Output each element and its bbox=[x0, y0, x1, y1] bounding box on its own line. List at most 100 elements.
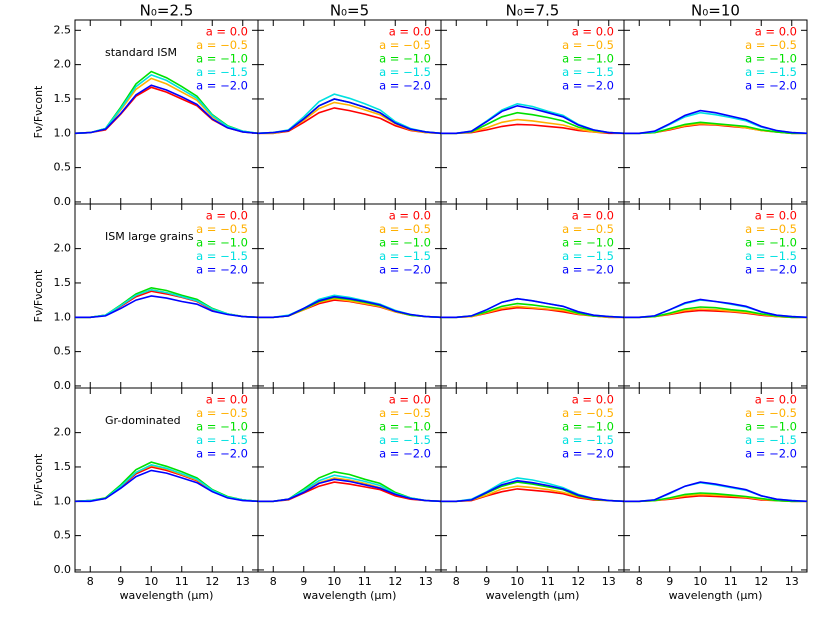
legend-entry: a = −0.5 bbox=[196, 222, 248, 236]
y-tick-label: 1.0 bbox=[54, 126, 72, 139]
legend-entry: a = −2.0 bbox=[745, 79, 797, 93]
x-tick-label: 13 bbox=[785, 575, 799, 588]
legend-entry: a = −1.0 bbox=[196, 420, 248, 434]
panel-title: N₀=5 bbox=[330, 2, 369, 20]
y-tick-label: 2.0 bbox=[54, 58, 72, 71]
legend-entry: a = −1.5 bbox=[745, 433, 797, 447]
series-line bbox=[624, 481, 808, 503]
y-tick-label: 0.5 bbox=[54, 161, 72, 174]
series-line bbox=[257, 98, 442, 135]
x-tick-label: 9 bbox=[483, 575, 490, 588]
y-axis-label: Fν/Fνcont bbox=[32, 269, 45, 322]
legend-entry: a = 0.0 bbox=[755, 209, 797, 223]
legend-entry: a = −1.5 bbox=[379, 433, 431, 447]
legend-entry: a = −1.0 bbox=[196, 236, 248, 250]
y-tick-label: 0.5 bbox=[54, 345, 72, 358]
y-tick-label: 0.5 bbox=[54, 529, 72, 542]
legend-entry: a = −0.5 bbox=[196, 406, 248, 420]
legend-entry: a = 0.0 bbox=[389, 25, 431, 39]
series-line bbox=[624, 481, 808, 503]
y-tick-label: 0.0 bbox=[54, 563, 72, 576]
legend-entry: a = −1.0 bbox=[562, 52, 614, 66]
legend-entry: a = −2.0 bbox=[745, 263, 797, 277]
y-tick-label: 1.5 bbox=[54, 276, 72, 289]
series-line bbox=[441, 297, 625, 319]
legend-entry: a = −2.0 bbox=[562, 263, 614, 277]
x-tick-label: 10 bbox=[327, 575, 341, 588]
y-tick-label: 1.5 bbox=[54, 92, 72, 105]
legend-entry: a = −1.0 bbox=[379, 52, 431, 66]
legend-entry: a = −2.0 bbox=[562, 447, 614, 461]
legend-entry: a = −0.5 bbox=[196, 38, 248, 52]
legend-entry: a = −0.5 bbox=[379, 222, 431, 236]
x-tick-label: 12 bbox=[754, 575, 768, 588]
legend-entry: a = 0.0 bbox=[755, 25, 797, 39]
y-tick-label: 0.0 bbox=[54, 379, 72, 392]
series-line bbox=[74, 466, 259, 503]
legend-entry: a = 0.0 bbox=[572, 25, 614, 39]
x-tick-label: 13 bbox=[236, 575, 250, 588]
panel-annotation: standard ISM bbox=[105, 46, 177, 59]
series-line bbox=[75, 290, 259, 319]
legend-entry: a = −2.0 bbox=[379, 263, 431, 277]
x-axis-label: wavelength (μm) bbox=[120, 589, 214, 602]
legend-entry: a = −1.5 bbox=[562, 249, 614, 263]
legend-entry: a = −1.5 bbox=[196, 433, 248, 447]
legend-entry: a = −1.0 bbox=[562, 236, 614, 250]
legend-entry: a = −2.0 bbox=[379, 79, 431, 93]
legend-entry: a = 0.0 bbox=[572, 209, 614, 223]
legend-entry: a = 0.0 bbox=[389, 209, 431, 223]
legend-entry: a = −0.5 bbox=[562, 222, 614, 236]
x-tick-label: 8 bbox=[87, 575, 94, 588]
y-tick-label: 2.0 bbox=[54, 242, 72, 255]
legend-entry: a = −1.5 bbox=[379, 65, 431, 79]
series-line bbox=[258, 474, 442, 503]
legend-entry: a = −1.5 bbox=[562, 65, 614, 79]
panel-title: N₀=10 bbox=[691, 2, 740, 20]
y-axis-label: Fν/Fνcont bbox=[32, 85, 45, 138]
legend-entry: a = −1.0 bbox=[562, 420, 614, 434]
series-line bbox=[441, 104, 625, 135]
y-tick-label: 1.5 bbox=[54, 460, 72, 473]
legend-entry: a = −2.0 bbox=[745, 447, 797, 461]
panel-annotation: Gr-dominated bbox=[105, 414, 181, 427]
x-tick-label: 8 bbox=[636, 575, 643, 588]
legend-entry: a = −0.5 bbox=[745, 406, 797, 420]
legend-entry: a = −2.0 bbox=[196, 447, 248, 461]
y-tick-label: 2.5 bbox=[54, 23, 72, 36]
legend-entry: a = −0.5 bbox=[562, 406, 614, 420]
series-line bbox=[624, 109, 808, 135]
y-tick-label: 0.0 bbox=[54, 195, 72, 208]
legend-entry: a = −1.5 bbox=[745, 249, 797, 263]
legend-entry: a = 0.0 bbox=[389, 393, 431, 407]
legend-entry: a = −0.5 bbox=[745, 38, 797, 52]
series-line bbox=[257, 98, 442, 135]
legend-entry: a = −0.5 bbox=[745, 222, 797, 236]
x-axis-label: wavelength (μm) bbox=[303, 589, 397, 602]
y-axis-label: Fν/Fνcont bbox=[32, 453, 45, 506]
legend-entry: a = −1.0 bbox=[379, 420, 431, 434]
series-line bbox=[258, 295, 442, 319]
legend-entry: a = −1.0 bbox=[745, 236, 797, 250]
legend-entry: a = −2.0 bbox=[562, 79, 614, 93]
x-tick-label: 11 bbox=[358, 575, 372, 588]
legend-entry: a = −0.5 bbox=[379, 38, 431, 52]
x-tick-label: 11 bbox=[724, 575, 738, 588]
series-line bbox=[75, 469, 259, 503]
legend-entry: a = 0.0 bbox=[206, 25, 248, 39]
series-line bbox=[75, 295, 259, 319]
legend-entry: a = 0.0 bbox=[206, 209, 248, 223]
series-line bbox=[258, 470, 442, 503]
y-tick-label: 1.0 bbox=[54, 494, 72, 507]
x-tick-label: 12 bbox=[571, 575, 585, 588]
panel-frame bbox=[623, 387, 808, 573]
legend-entry: a = −1.5 bbox=[745, 65, 797, 79]
x-tick-label: 10 bbox=[144, 575, 158, 588]
legend-entry: a = −2.0 bbox=[196, 263, 248, 277]
x-tick-label: 9 bbox=[117, 575, 124, 588]
x-tick-label: 9 bbox=[666, 575, 673, 588]
x-tick-label: 11 bbox=[175, 575, 189, 588]
x-tick-label: 12 bbox=[205, 575, 219, 588]
